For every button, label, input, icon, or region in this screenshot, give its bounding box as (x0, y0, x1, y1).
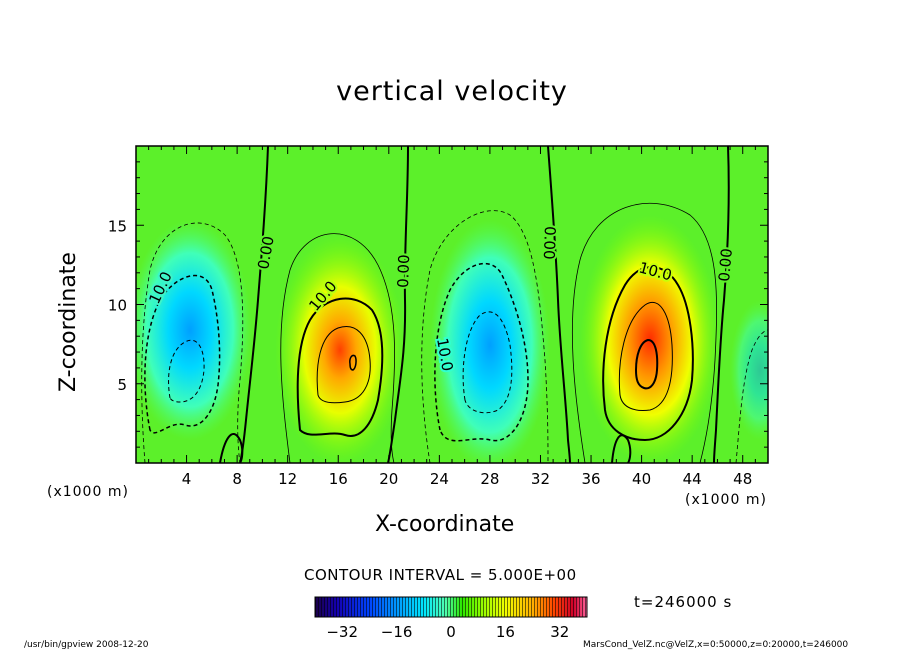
x-tick-label: 24 (430, 470, 449, 488)
axis-ticks (136, 146, 768, 463)
x-tick-label: 12 (278, 470, 297, 488)
colorbar-tick-label: −32 (326, 623, 358, 641)
x-axis-label: X-coordinate (375, 512, 515, 537)
x-tick-label: 4 (182, 470, 192, 488)
y-tick-label: 5 (117, 376, 127, 394)
y-tick-label: 10 (108, 297, 127, 315)
chart-title: vertical velocity (336, 76, 568, 107)
colorbar-frame (314, 596, 588, 618)
x-tick-label: 36 (581, 470, 600, 488)
zero-contours (219, 146, 730, 463)
contour-interval-label: CONTOUR INTERVAL = 5.000E+00 (304, 566, 577, 584)
x-tick-label: 48 (733, 470, 752, 488)
positive-contours (280, 202, 717, 463)
contour-label: 0.00 (540, 226, 559, 260)
x-tick-label: 8 (232, 470, 242, 488)
footer-left: /usr/bin/gpview 2008-12-20 (24, 640, 149, 650)
colorbar-stripes (315, 597, 587, 617)
colorbar-tick-label: 0 (446, 623, 456, 641)
y-tick-label: 15 (108, 217, 127, 235)
x-axis-unit: (x1000 m) (685, 492, 767, 508)
contour-label: 0.00 (715, 248, 736, 283)
updraft-cell-2 (580, 215, 720, 463)
velocity-field: 0.00 0.00 0.00 0.00 10.0 10.0 10.0 10.0 (136, 146, 768, 463)
updraft-cell-1 (275, 235, 405, 463)
x-tick-label: 44 (683, 470, 702, 488)
colorbar: −32 −16 0 16 32 (314, 596, 588, 641)
time-label: t=246000 s (634, 593, 733, 611)
downdraft-cell-3 (730, 300, 768, 440)
x-tick-label: 40 (632, 470, 651, 488)
contour-label: 0.00 (394, 254, 413, 288)
downdraft-cell-1 (136, 220, 252, 440)
x-tick-label: 32 (531, 470, 550, 488)
x-tick-label: 16 (329, 470, 348, 488)
footer-right: MarsCond_VelZ.nc@VelZ,x=0:50000,z=0:2000… (583, 640, 849, 650)
colorbar-tick-label: 16 (496, 623, 515, 641)
y-axis-unit: (x1000 m) (47, 484, 129, 500)
colorbar-tick-labels: −32 −16 0 16 32 (326, 623, 569, 641)
negative-contours (141, 210, 768, 463)
downdraft-cell-2 (430, 220, 550, 463)
y-axis-label: Z-coordinate (56, 252, 81, 392)
colorbar-tick-label: 32 (550, 623, 569, 641)
x-tick-label: 20 (379, 470, 398, 488)
x-tick-label: 28 (480, 470, 499, 488)
colorbar-tick-label: −16 (381, 623, 413, 641)
